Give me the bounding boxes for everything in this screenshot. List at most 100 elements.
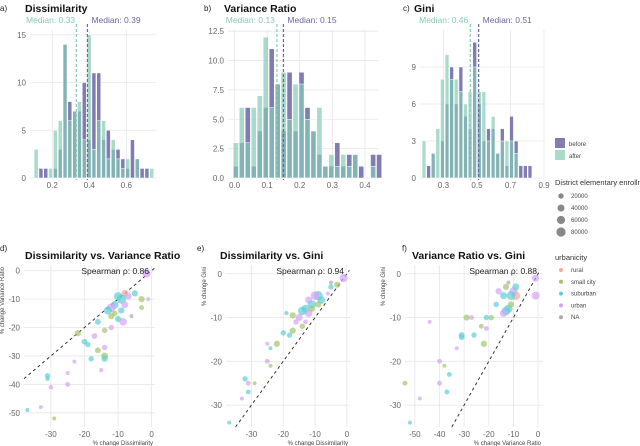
scatter-point-urban	[339, 274, 348, 283]
histogram-bar-before	[43, 168, 49, 179]
x-tick-label: -30	[458, 430, 470, 439]
scatter-point-suburban	[506, 291, 516, 301]
scatter-point-suburban	[113, 292, 123, 301]
histogram-bar-after	[346, 166, 353, 179]
scatter-point-suburban	[407, 420, 412, 425]
identity-line	[235, 269, 350, 428]
y-tick-label: 2.5	[213, 145, 225, 154]
x-tick-label: -10	[112, 430, 124, 439]
legend-label: small city	[571, 280, 596, 286]
scatter-point-urban	[264, 358, 270, 364]
spearman-annotation: Spearman ρ: 0.86	[81, 266, 149, 276]
scatter-point-urban	[499, 309, 508, 317]
y-tick-label: -10	[8, 295, 20, 304]
scatter-point-urban	[293, 319, 299, 325]
scatter-point-small-city	[108, 313, 115, 320]
scatter-point-suburban	[88, 356, 94, 362]
spearman-annotation: Spearman ρ: 0.94	[276, 266, 344, 276]
histogram-bar-after	[53, 130, 58, 179]
y-tick-label: -10	[389, 314, 401, 323]
legend-label: rural	[571, 268, 583, 274]
histogram-bar-before	[523, 165, 528, 179]
histogram-bar-after	[250, 107, 257, 179]
histogram-bar-after	[77, 101, 82, 179]
y-axis-label: % change Variance Ratio	[0, 266, 6, 334]
y-tick-label: 0	[397, 270, 402, 279]
y-tick-label: -40	[8, 380, 20, 389]
histogram-bar-after	[244, 142, 251, 179]
x-tick-label: -20	[483, 430, 495, 439]
y-tick-label: 9	[412, 63, 417, 72]
panel-title: Dissimilarity vs. Variance Ratio	[25, 250, 180, 262]
scatter-point-urban	[469, 315, 474, 320]
y-tick-label: 10.0	[208, 57, 224, 66]
x-tick-label: 0.3	[327, 181, 339, 190]
scatter-point-urban	[65, 370, 70, 376]
scatter-point-urban	[437, 380, 442, 386]
legend-color-marker-urban	[559, 303, 563, 308]
scatter-point-small-city	[480, 340, 487, 347]
panel-label: a)	[0, 4, 7, 13]
panel-label: d)	[0, 244, 7, 253]
scatter-point-suburban	[245, 389, 251, 395]
scatter-point-small-city	[273, 340, 280, 347]
scatter-point-suburban	[286, 332, 293, 338]
legend-fill: before after	[555, 138, 587, 160]
legend-urbanicity: urbanicity rural small city suburban urban NA	[555, 253, 596, 321]
x-tick-label: -30	[45, 430, 57, 439]
legend-label: suburban	[571, 292, 596, 298]
legend-color-marker-rural	[559, 268, 563, 272]
median-label-after: Median: 0.46	[419, 15, 468, 25]
scatter-point-urban	[119, 318, 127, 326]
histogram-bar-after	[239, 107, 245, 179]
y-tick-label: -20	[389, 357, 401, 366]
scatter-point-suburban	[280, 330, 286, 336]
x-tick-label: 0.5	[471, 181, 483, 190]
histogram-bar-before	[527, 165, 533, 179]
histogram-bar-after	[120, 168, 126, 179]
histogram-bar-before	[376, 154, 382, 179]
histogram-bar-after	[449, 79, 454, 179]
histogram-bar-before	[358, 166, 365, 179]
x-tick-label: -20	[277, 430, 289, 439]
legend-label: 80000	[571, 230, 588, 236]
scatter-point-suburban	[446, 372, 452, 377]
x-tick-label: 0.2	[294, 181, 306, 190]
panel-c: c) Gini 0.3 0.5 0.7 0.9 0 3 6 9 Median: 0.46 Median…	[403, 3, 550, 190]
scatter-point-urban	[48, 384, 54, 390]
scatter-point-urban	[310, 291, 320, 301]
scatter-point-urban	[38, 405, 43, 410]
scatter-point-small-city	[74, 330, 81, 337]
x-tick-label: 0	[345, 430, 350, 439]
x-tick-label: 0.4	[84, 181, 96, 190]
panel-label: f)	[402, 244, 407, 253]
panel-title: Dissimilarity vs. Gini	[220, 250, 323, 262]
y-tick-label: -30	[389, 401, 401, 410]
y-tick-label: 10	[17, 79, 26, 88]
scatter-point-small-city	[138, 295, 145, 303]
x-tick-label: 0.3	[438, 181, 450, 190]
y-tick-label: 7.5	[213, 86, 225, 95]
histogram-bar-after	[101, 120, 106, 179]
scatter-point-urban	[531, 291, 540, 300]
x-tick-label: 0.1	[262, 181, 274, 190]
scatter-point-suburban	[227, 420, 232, 425]
histogram-bar-after	[486, 140, 491, 179]
legend-size-marker	[558, 193, 564, 199]
legend-label: urban	[571, 303, 586, 309]
histogram-bar-after	[48, 168, 53, 179]
scatter-point-urban	[495, 288, 502, 295]
scatter-point-small-city	[488, 314, 494, 321]
legend-label: NA	[571, 315, 579, 321]
scatter-point-urban	[91, 333, 98, 339]
scatter-point-urban	[101, 344, 108, 351]
y-tick-label: 15	[17, 31, 26, 40]
x-axis-label: % change Dissimilarity	[93, 441, 153, 446]
identity-line	[451, 270, 541, 428]
panel-title: Dissimilarity	[25, 3, 88, 15]
histogram-bar-after	[322, 166, 329, 179]
histogram-bar-after	[115, 158, 121, 179]
legend-color-marker-small-city	[559, 279, 563, 284]
scatter-point-small-city	[139, 305, 145, 311]
